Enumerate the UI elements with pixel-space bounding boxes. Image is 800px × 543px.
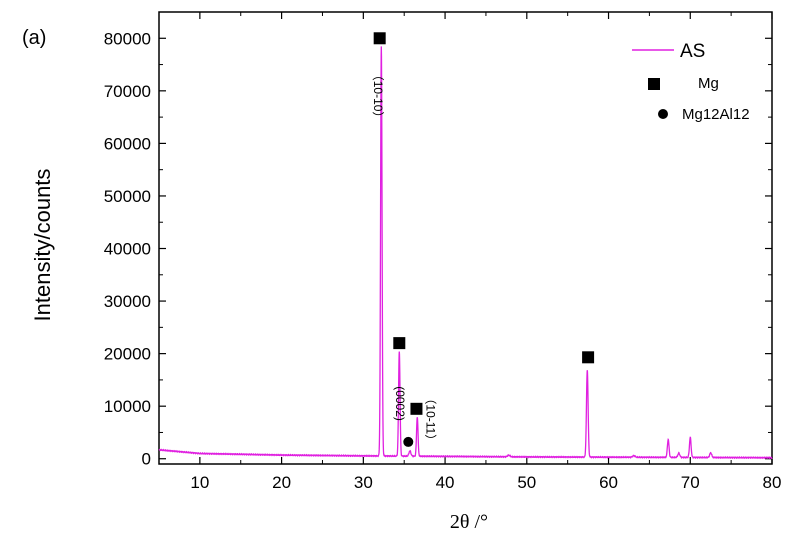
x-tick-label: 70	[681, 473, 700, 492]
mg-square-marker	[373, 32, 386, 45]
y-tick-label: 70000	[104, 82, 151, 101]
series-line-as	[158, 46, 773, 460]
hkl-annotation: （10-10）	[371, 69, 385, 124]
y-axis-title: Intensity/counts	[30, 169, 55, 322]
x-tick-label: 50	[517, 473, 536, 492]
y-tick-label: 80000	[104, 29, 151, 48]
x-tick-label: 40	[436, 473, 455, 492]
mg-square-marker	[393, 337, 406, 350]
legend-label-as: AS	[680, 41, 705, 62]
x-tick-label: 20	[272, 473, 291, 492]
legend-label-mg: Mg	[698, 75, 719, 92]
legend-circle-symbol	[658, 109, 668, 119]
y-tick-label: 0	[142, 450, 151, 469]
x-tick-label: 10	[190, 473, 209, 492]
panel-label: (a)	[22, 27, 46, 49]
y-tick-label: 20000	[104, 345, 151, 364]
hkl-annotation: (0002)	[393, 386, 407, 421]
legend-square-symbol	[648, 78, 660, 90]
x-tick-label: 30	[354, 473, 373, 492]
plot-area: 10 20 30 40 50 60 70 80 0 10000 20000 30000 40000 500…	[104, 11, 782, 492]
y-tick-label: 10000	[104, 397, 151, 416]
hkl-annotation: （10-11）	[423, 392, 437, 446]
x-tick-label: 60	[599, 473, 618, 492]
mg-square-marker	[410, 402, 423, 415]
x-axis-title: 2θ /°	[450, 511, 488, 533]
mg12al12-circle-marker	[403, 436, 414, 447]
legend-label-mg12al12: Mg12Al12	[682, 106, 750, 123]
y-tick-label: 30000	[104, 292, 151, 311]
x-tick-label: 80	[763, 473, 782, 492]
mg-square-marker	[582, 351, 595, 364]
y-tick-label: 40000	[104, 240, 151, 259]
y-tick-label: 60000	[104, 134, 151, 153]
plot-frame	[158, 11, 773, 465]
y-tick-label: 50000	[104, 187, 151, 206]
